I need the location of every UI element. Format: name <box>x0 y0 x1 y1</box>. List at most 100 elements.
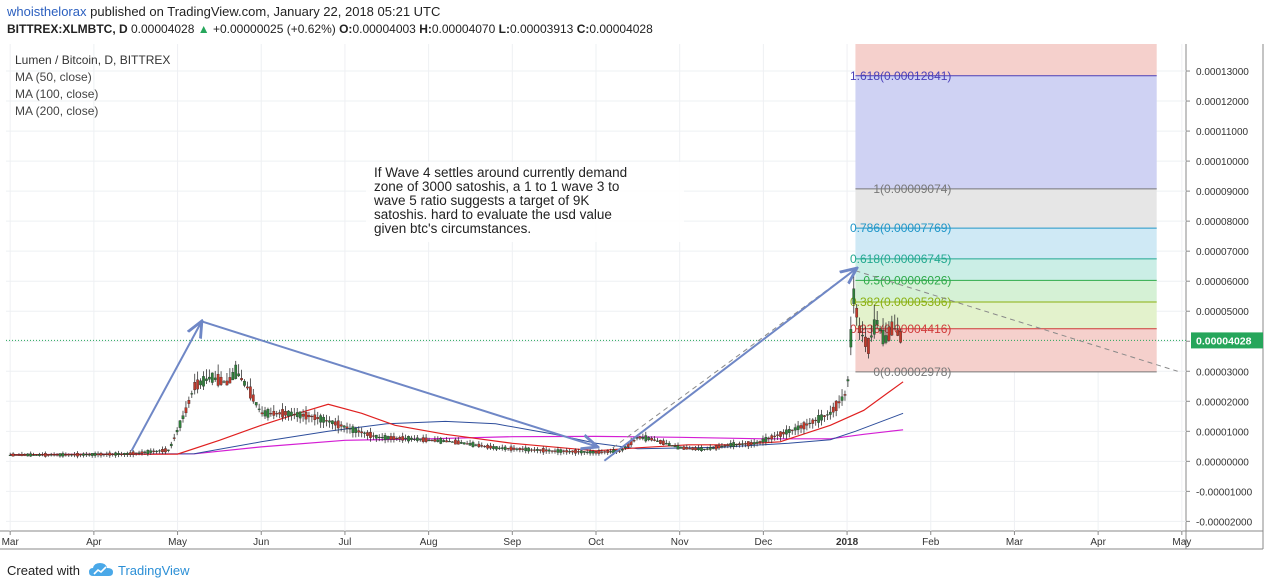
x-tick-label: Apr <box>86 537 102 548</box>
chart-title: Lumen / Bitcoin, D, BITTREX <box>15 53 170 67</box>
x-tick-label: Jul <box>339 537 352 548</box>
ma-100-line <box>10 412 904 456</box>
wave-arrow[interactable] <box>603 269 855 462</box>
candle-body <box>205 378 208 381</box>
candle-body <box>82 453 85 456</box>
candle-body <box>38 453 41 456</box>
candle-body <box>884 335 888 343</box>
candle-body <box>758 441 762 443</box>
candle-body <box>96 453 100 456</box>
candle-body <box>703 448 706 450</box>
candle-body <box>413 438 416 440</box>
candle-body <box>799 425 803 429</box>
author-link[interactable]: whoisthelorax <box>7 4 87 19</box>
candle-body <box>120 453 123 455</box>
candle-body <box>134 452 138 454</box>
candle-body <box>547 449 551 452</box>
candle-body <box>764 436 768 442</box>
candle-body <box>234 364 238 379</box>
candle-body <box>301 414 305 417</box>
candle-body <box>196 379 199 390</box>
candle-body <box>770 435 774 440</box>
annotation-line: wave 5 ratio suggests a target of 9K <box>373 193 589 208</box>
candle-body <box>541 448 545 453</box>
candle-body <box>667 443 671 447</box>
candle-body <box>351 426 355 433</box>
y-tick-label: 0.00010000 <box>1196 157 1249 168</box>
fib-zone <box>855 228 1157 259</box>
candle-body <box>398 437 402 440</box>
candle-body <box>483 445 487 448</box>
candle-body <box>307 414 311 418</box>
price-chart[interactable]: 0.00013000 0.00012000 0.00011000 0.00010000… <box>0 44 1270 556</box>
x-tick-label: 2018 <box>836 537 859 548</box>
candle-body <box>632 440 636 442</box>
candles[interactable] <box>8 272 902 459</box>
fib-label: 0.786(0.00007769) <box>850 221 951 235</box>
x-tick-label: Mar <box>2 537 20 548</box>
candle-body <box>714 445 718 450</box>
candle-body <box>374 434 378 439</box>
candle-body <box>246 386 249 389</box>
candle-body <box>87 454 91 456</box>
candle-body <box>697 447 700 451</box>
tradingview-cloud-icon <box>89 563 113 576</box>
current-price-label: 0.00004028 <box>1196 335 1252 347</box>
high-value: 0.00004070 <box>431 22 496 36</box>
candle-body <box>744 443 747 445</box>
candle-body <box>723 445 727 447</box>
fib-zone-top <box>855 44 1157 76</box>
candle-body <box>331 420 334 425</box>
candle-body <box>609 451 612 453</box>
candle-body <box>582 451 586 453</box>
candle-body <box>659 439 662 444</box>
candle-body <box>430 439 434 442</box>
candle-body <box>35 454 38 456</box>
wave-arrow[interactable] <box>202 320 596 447</box>
candle-body <box>442 440 446 443</box>
candle-body <box>600 451 604 453</box>
candle-body <box>251 394 255 402</box>
annotation-note[interactable]: If Wave 4 settles around currently deman… <box>366 162 684 242</box>
candle-body <box>421 437 425 442</box>
candle-body <box>140 451 144 454</box>
candle-body <box>823 415 826 417</box>
candle-body <box>509 446 513 451</box>
fib-label: 1(0.00009074) <box>873 182 951 196</box>
dashed-trendline[interactable] <box>855 270 1178 372</box>
candle-body <box>287 410 290 417</box>
candle-body <box>656 440 659 442</box>
annotation-line: satoshis. hard to evaluate the usd value <box>374 207 612 222</box>
candle-body <box>518 448 522 451</box>
chart-header: whoisthelorax published on TradingView.c… <box>0 0 1270 44</box>
candle-body <box>281 409 284 418</box>
candle-body <box>105 453 109 455</box>
candle-body <box>890 321 894 336</box>
candle-body <box>456 440 460 445</box>
annotation-line: If Wave 4 settles around currently deman… <box>374 165 627 180</box>
candle-body <box>199 380 202 386</box>
candle-body <box>363 432 366 434</box>
candle-body <box>761 438 765 443</box>
candle-body <box>17 454 21 456</box>
candle-body <box>538 449 542 451</box>
wave-arrow[interactable] <box>130 323 201 452</box>
candle-body <box>685 447 689 450</box>
candle-body <box>369 431 372 438</box>
tradingview-brand-link[interactable]: TradingView <box>118 563 190 578</box>
fib-label: 0.5(0.00006026) <box>863 273 951 287</box>
candle-body <box>210 372 214 383</box>
candle-body <box>779 431 782 437</box>
candle-body <box>828 411 832 415</box>
fib-retracement[interactable]: 1.618(0.00012841) 1(0.00009074) 0.786(0.00… <box>850 44 1157 379</box>
fib-zone <box>855 328 1157 372</box>
candle-body <box>348 428 352 430</box>
candle-body <box>492 446 495 449</box>
candle-body <box>275 413 279 415</box>
candle-body <box>290 411 293 417</box>
candle-body <box>128 452 132 455</box>
price-change: +0.00000025 (+0.62%) <box>212 22 336 36</box>
candle-body <box>178 420 182 428</box>
candle-body <box>213 377 217 380</box>
candle-body <box>662 440 665 445</box>
